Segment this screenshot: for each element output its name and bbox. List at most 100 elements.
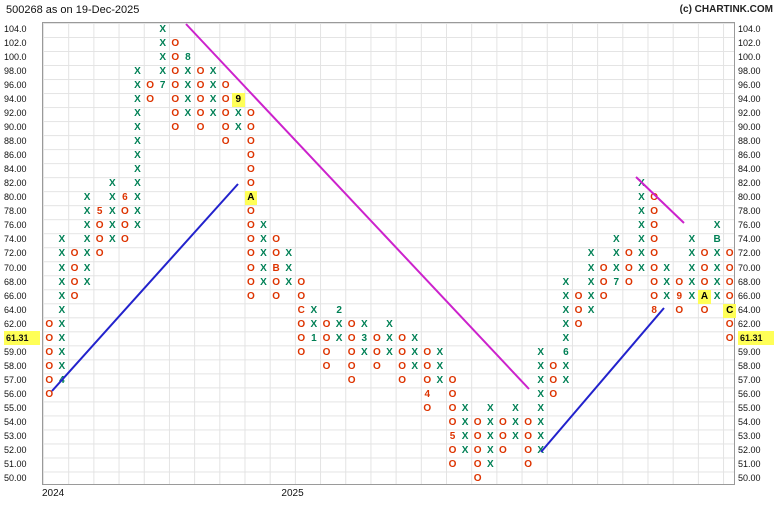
pf-x-cell: X	[587, 276, 595, 288]
pf-x-cell: X	[134, 164, 141, 176]
pf-o-cell: O	[725, 262, 734, 274]
pf-o-cell: O	[247, 290, 255, 302]
y-axis-price-label-right: 94.00	[738, 94, 761, 105]
pf-o-cell: O	[549, 360, 558, 372]
pf-o-cell: O	[247, 262, 255, 274]
pf-o-cell: O	[347, 318, 356, 330]
pf-month-marker: B	[272, 262, 280, 274]
pf-x-cell: X	[209, 66, 217, 78]
pf-o-cell: O	[70, 248, 79, 260]
pf-x-cell: X	[512, 430, 519, 442]
pf-x-cell: X	[58, 262, 66, 274]
pf-month-marker: 3	[361, 332, 368, 344]
pf-o-cell: O	[473, 472, 482, 484]
pf-o-cell: O	[499, 416, 507, 428]
y-axis-price-label-left: 51.00	[4, 458, 27, 469]
y-axis-price-label-right: 59.00	[738, 346, 761, 357]
y-axis-price-label-left: 100.0	[4, 52, 27, 63]
pf-x-cell: X	[663, 262, 671, 274]
pf-o-cell: O	[725, 332, 734, 344]
pf-x-cell: X	[436, 346, 444, 358]
pf-o-cell: O	[650, 234, 658, 246]
pf-o-cell: O	[599, 276, 608, 288]
pf-x-cell: X	[310, 304, 318, 316]
y-axis-price-label-right: 70.00	[738, 262, 761, 273]
pf-o-cell: O	[171, 122, 180, 134]
pf-o-cell: O	[171, 66, 180, 78]
pf-o-cell: O	[221, 80, 230, 92]
pf-x-cell: X	[562, 276, 570, 288]
pf-x-cell: X	[134, 178, 141, 190]
pf-x-cell: X	[486, 444, 494, 456]
y-axis-price-label-left: 64.00	[4, 304, 27, 315]
pf-o-cell: O	[297, 318, 306, 330]
y-axis-price-label-right: 102.0	[738, 38, 761, 49]
pf-o-cell: O	[247, 164, 255, 176]
y-axis-price-label-left: 54.00	[4, 416, 27, 427]
y-axis-price-label-left: 72.00	[4, 248, 27, 259]
pf-x-cell: X	[537, 444, 545, 456]
pf-x-cell: X	[486, 458, 494, 470]
pf-o-cell: O	[725, 290, 734, 302]
y-axis-price-label-left: 62.00	[4, 318, 27, 329]
pf-o-cell: O	[171, 108, 180, 120]
pf-o-cell: O	[45, 332, 54, 344]
pf-x-cell: X	[411, 332, 419, 344]
pf-x-cell: X	[386, 332, 393, 344]
pf-x-cell: X	[134, 192, 141, 204]
pf-x-cell: X	[612, 248, 620, 260]
pf-o-cell: O	[423, 360, 432, 372]
pf-x-cell: X	[537, 374, 545, 386]
pf-x-cell: X	[638, 234, 645, 246]
pf-x-cell: X	[436, 360, 444, 372]
y-axis-price-label-right: 92.00	[738, 108, 761, 119]
pf-x-cell: X	[108, 192, 116, 204]
pf-o-cell: O	[247, 276, 255, 288]
y-axis-price-label-right: 53.00	[738, 430, 761, 441]
pf-month-marker: 6	[122, 192, 128, 204]
y-axis-price-label-right: 66.00	[738, 290, 761, 301]
pf-x-cell: X	[436, 374, 444, 386]
pf-o-cell: O	[423, 346, 432, 358]
pf-o-cell: O	[398, 374, 406, 386]
pf-x-cell: X	[562, 332, 570, 344]
pf-o-cell: O	[423, 374, 432, 386]
pf-o-cell: O	[675, 276, 684, 288]
pf-o-cell: O	[549, 374, 558, 386]
pf-x-cell: X	[83, 248, 91, 260]
pf-x-cell: X	[688, 290, 696, 302]
pf-x-cell: X	[134, 150, 141, 162]
pf-x-cell: X	[461, 430, 469, 442]
pf-o-cell: O	[398, 360, 406, 372]
pf-month-marker: 4	[59, 374, 65, 386]
pf-x-cell: X	[260, 220, 267, 232]
pf-x-cell: X	[58, 276, 66, 288]
pf-o-cell: O	[725, 318, 734, 330]
y-axis-price-label-right: 78.00	[738, 206, 761, 217]
y-axis-price-label-left: 88.00	[4, 136, 27, 147]
pf-o-cell: O	[247, 150, 255, 162]
y-axis-price-label-left: 74.00	[4, 234, 27, 245]
pf-o-cell: O	[247, 122, 255, 134]
pf-o-cell: O	[171, 38, 180, 50]
pf-x-cell: X	[58, 332, 66, 344]
y-axis-price-label-right: 104.0	[738, 24, 761, 34]
pf-x-cell: X	[562, 360, 570, 372]
pf-o-cell: O	[146, 94, 154, 106]
y-axis-price-label-right: 52.00	[738, 444, 761, 455]
y-axis-price-label-left: 66.00	[4, 290, 27, 301]
pf-o-cell: O	[247, 248, 255, 260]
pf-o-cell: O	[574, 290, 583, 302]
pf-x-cell: X	[58, 234, 66, 246]
pf-o-cell: O	[373, 360, 381, 372]
pf-o-cell: O	[70, 290, 79, 302]
pf-o-cell: O	[473, 430, 482, 442]
pf-o-cell: O	[650, 290, 658, 302]
pf-o-cell: O	[272, 234, 280, 246]
pf-o-cell: O	[322, 332, 331, 344]
pf-month-marker: 4	[424, 388, 431, 400]
pf-x-cell: X	[260, 276, 267, 288]
pf-x-cell: X	[134, 108, 141, 120]
y-axis-price-label-right: 68.00	[738, 276, 761, 287]
pf-o-cell: O	[272, 276, 280, 288]
